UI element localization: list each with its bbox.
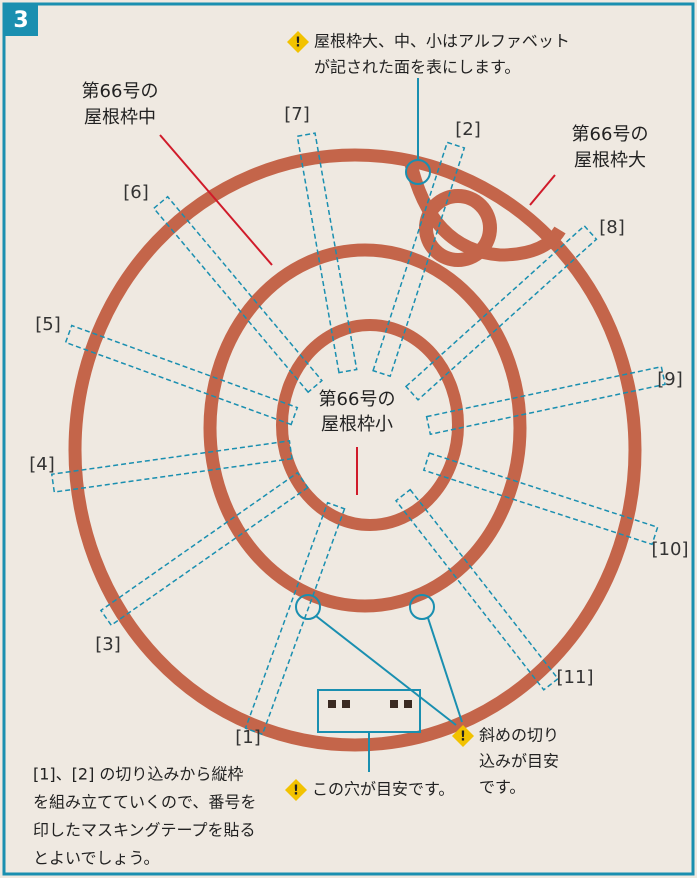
hole: [390, 700, 398, 708]
slot-label: [11]: [557, 667, 594, 688]
page: 3 ! ! ! [1] [2] [3] [4] [5] [6] [7] [8] [9] [10] […: [0, 0, 697, 878]
callout-text: 屋根枠大、中、小はアルファベット: [314, 32, 570, 51]
slot-label: [10]: [652, 539, 689, 560]
callout-text: 屋根枠中: [84, 107, 156, 128]
callout-text: 屋根枠大: [574, 150, 646, 171]
slot-label: [9]: [657, 369, 683, 390]
instruction-text: 印したマスキングテープを貼る: [33, 821, 256, 840]
callout-text: 屋根枠小: [321, 414, 393, 435]
slot-label: [6]: [123, 182, 149, 203]
hole: [404, 700, 412, 708]
callout-text: 第66号の: [319, 389, 396, 410]
slot-label: [8]: [599, 217, 625, 238]
slot-label: [7]: [284, 104, 310, 125]
slot-label: [1]: [235, 727, 261, 748]
figure: 3 ! ! ! [1] [2] [3] [4] [5] [6] [7] [8] [9] [10] […: [0, 0, 697, 878]
callout-text: 込みが目安: [479, 752, 559, 771]
svg-text:!: !: [293, 784, 299, 799]
instruction-text: とよいでしょう。: [33, 849, 160, 868]
instruction-text: を組み立てていくので、番号を: [33, 793, 256, 812]
svg-text:!: !: [460, 730, 466, 745]
svg-text:!: !: [295, 36, 301, 51]
hole: [342, 700, 350, 708]
step-number: 3: [13, 8, 28, 33]
slot-label: [3]: [95, 634, 121, 655]
slot-label: [4]: [29, 454, 55, 475]
instruction-text: [1]、[2] の切り込みから縦枠: [33, 765, 243, 784]
slot-label: [2]: [455, 119, 481, 140]
callout-text: が記された面を表にします。: [314, 58, 520, 77]
callout-text: 第66号の: [82, 81, 159, 102]
callout-text: 斜めの切り: [479, 726, 559, 745]
callout-text: です。: [479, 778, 525, 797]
hole: [328, 700, 336, 708]
slot-label: [5]: [35, 314, 61, 335]
callout-text: この穴が目安です。: [312, 780, 454, 799]
callout-text: 第66号の: [572, 124, 649, 145]
